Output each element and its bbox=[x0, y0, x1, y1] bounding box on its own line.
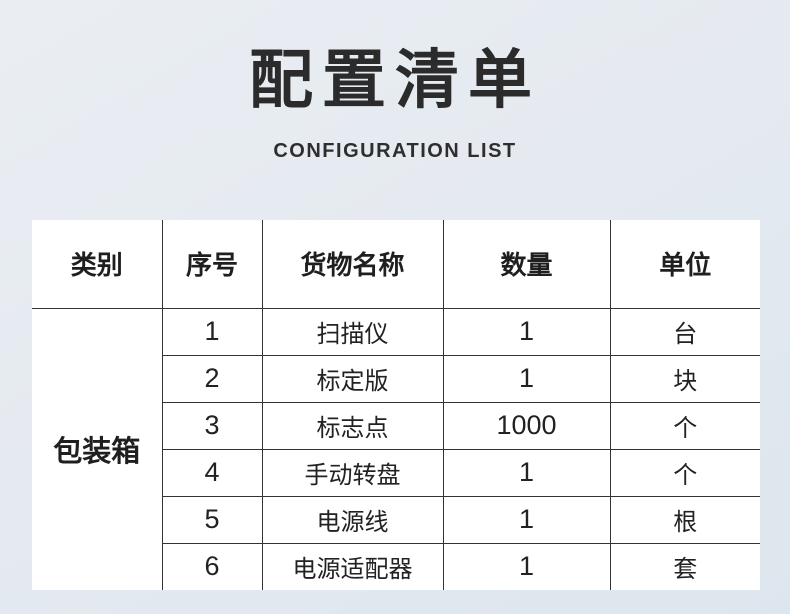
table-row: 6 电源适配器 1 套 bbox=[32, 542, 761, 591]
quantity-cell: 1 bbox=[442, 495, 611, 544]
configuration-table: 类别 序号 货物名称 数量 单位 包装箱 1 扫描仪 1 台 2 标定版 1 块… bbox=[31, 219, 761, 591]
page-header: 配置清单 CONFIGURATION LIST bbox=[0, 0, 790, 163]
unit-cell: 个 bbox=[609, 448, 761, 497]
item-name-cell: 电源适配器 bbox=[261, 542, 444, 591]
row-no-cell: 2 bbox=[161, 354, 263, 403]
header-cell-category: 类别 bbox=[31, 219, 163, 309]
quantity-cell: 1 bbox=[442, 307, 611, 356]
quantity-cell: 1000 bbox=[442, 401, 611, 450]
row-no-cell: 3 bbox=[161, 401, 263, 450]
header-cell-qty: 数量 bbox=[442, 219, 611, 309]
quantity-cell: 1 bbox=[442, 448, 611, 497]
table-row: 包装箱 1 扫描仪 1 台 bbox=[31, 307, 761, 591]
header-cell-name: 货物名称 bbox=[261, 219, 444, 309]
table-row: 3 标志点 1000 个 bbox=[32, 401, 761, 450]
item-name-cell: 标志点 bbox=[261, 401, 444, 450]
row-no-cell: 6 bbox=[161, 542, 263, 591]
table-row: 4 手动转盘 1 个 bbox=[32, 448, 761, 497]
unit-cell: 台 bbox=[609, 307, 761, 356]
table-row: 5 电源线 1 根 bbox=[32, 495, 761, 544]
row-no-cell: 4 bbox=[161, 448, 263, 497]
item-name-cell: 扫描仪 bbox=[261, 307, 444, 356]
category-cell: 包装箱 bbox=[31, 307, 163, 591]
item-name-cell: 标定版 bbox=[261, 354, 444, 403]
header-cell-unit: 单位 bbox=[609, 219, 761, 309]
table-row: 2 标定版 1 块 bbox=[32, 354, 761, 403]
unit-cell: 个 bbox=[609, 401, 761, 450]
quantity-cell: 1 bbox=[442, 542, 611, 591]
row-no-cell: 1 bbox=[161, 307, 263, 356]
unit-cell: 根 bbox=[609, 495, 761, 544]
row-no-cell: 5 bbox=[161, 495, 263, 544]
table-header-row: 类别 序号 货物名称 数量 单位 bbox=[31, 219, 761, 309]
page-subtitle: CONFIGURATION LIST bbox=[273, 139, 517, 162]
unit-cell: 套 bbox=[609, 542, 761, 591]
quantity-cell: 1 bbox=[442, 354, 611, 403]
item-name-cell: 手动转盘 bbox=[261, 448, 444, 497]
page-title: 配置清单 bbox=[249, 44, 541, 116]
unit-cell: 块 bbox=[609, 354, 761, 403]
item-name-cell: 电源线 bbox=[261, 495, 444, 544]
header-cell-no: 序号 bbox=[161, 219, 263, 309]
